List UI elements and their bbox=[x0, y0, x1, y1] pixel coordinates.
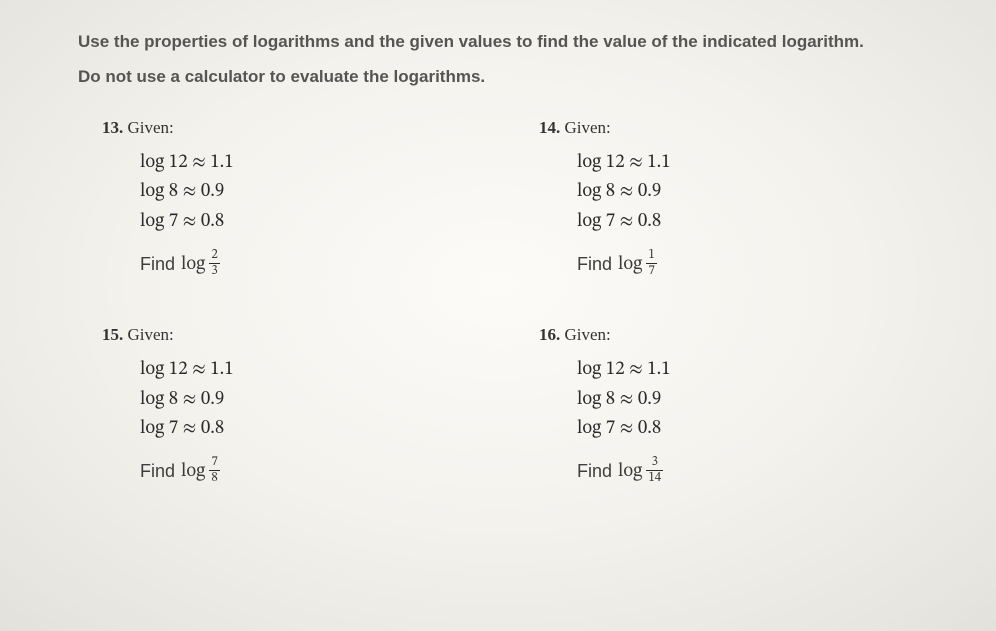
find-expression: log78 bbox=[181, 457, 220, 486]
given-line: log 7 ≈ 0.8 bbox=[577, 414, 936, 443]
fraction-denominator: 7 bbox=[646, 263, 656, 278]
problems-grid: 13. Given:log 12 ≈ 1.1log 8 ≈ 0.9log 7 ≈… bbox=[78, 118, 936, 487]
fraction-denominator: 3 bbox=[209, 263, 219, 278]
log-word: log bbox=[181, 460, 205, 484]
fraction: 314 bbox=[646, 456, 663, 485]
log-word: log bbox=[618, 460, 642, 484]
find-label: Find bbox=[577, 254, 612, 275]
fraction: 78 bbox=[209, 456, 219, 485]
problem-number: 14. bbox=[539, 118, 560, 137]
problem-header: 13. Given: bbox=[102, 118, 499, 138]
given-line: log 8 ≈ 0.9 bbox=[140, 385, 499, 414]
fraction-numerator: 3 bbox=[650, 456, 660, 470]
given-label: Given: bbox=[123, 118, 174, 137]
find-line: Findlog17 bbox=[577, 250, 936, 279]
fraction-numerator: 1 bbox=[646, 249, 656, 263]
given-block: log 12 ≈ 1.1log 8 ≈ 0.9log 7 ≈ 0.8 Findlo… bbox=[102, 355, 499, 486]
given-line: log 12 ≈ 1.1 bbox=[577, 148, 936, 177]
problem: 16. Given: log 12 ≈ 1.1log 8 ≈ 0.9log 7 ≈… bbox=[539, 325, 936, 486]
instruction-line-2: Do not use a calculator to evaluate the … bbox=[78, 63, 936, 92]
problem-header: 14. Given: bbox=[539, 118, 936, 138]
given-line: log 8 ≈ 0.9 bbox=[577, 177, 936, 206]
given-label: Given: bbox=[123, 325, 174, 344]
fraction: 23 bbox=[209, 249, 219, 278]
given-line: log 7 ≈ 0.8 bbox=[140, 207, 499, 236]
problem: 13. Given: log 12 ≈ 1.1log 8 ≈ 0.9log 7 ≈… bbox=[102, 118, 499, 279]
fraction-denominator: 14 bbox=[646, 470, 663, 485]
find-expression: log17 bbox=[618, 250, 657, 279]
given-block: log 12 ≈ 1.1log 8 ≈ 0.9log 7 ≈ 0.8 Findlo… bbox=[539, 355, 936, 486]
given-line: log 7 ≈ 0.8 bbox=[140, 414, 499, 443]
given-block: log 12 ≈ 1.1log 8 ≈ 0.9log 7 ≈ 0.8 Findlo… bbox=[539, 148, 936, 279]
find-label: Find bbox=[140, 254, 175, 275]
given-line: log 8 ≈ 0.9 bbox=[577, 385, 936, 414]
given-line: log 7 ≈ 0.8 bbox=[577, 207, 936, 236]
log-word: log bbox=[618, 253, 642, 277]
find-line: Findlog314 bbox=[577, 457, 936, 486]
find-label: Find bbox=[140, 461, 175, 482]
problem-header: 15. Given: bbox=[102, 325, 499, 345]
given-block: log 12 ≈ 1.1log 8 ≈ 0.9log 7 ≈ 0.8 Findlo… bbox=[102, 148, 499, 279]
problem-header: 16. Given: bbox=[539, 325, 936, 345]
instruction-line-1: Use the properties of logarithms and the… bbox=[78, 28, 936, 57]
given-line: log 12 ≈ 1.1 bbox=[140, 355, 499, 384]
given-line: log 8 ≈ 0.9 bbox=[140, 177, 499, 206]
given-line: log 12 ≈ 1.1 bbox=[140, 148, 499, 177]
instructions-block: Use the properties of logarithms and the… bbox=[78, 28, 936, 92]
given-label: Given: bbox=[560, 118, 611, 137]
find-expression: log314 bbox=[618, 457, 663, 486]
find-expression: log23 bbox=[181, 250, 220, 279]
fraction-numerator: 2 bbox=[209, 249, 219, 263]
problem-number: 13. bbox=[102, 118, 123, 137]
find-line: Findlog78 bbox=[140, 457, 499, 486]
problem-number: 16. bbox=[539, 325, 560, 344]
fraction-numerator: 7 bbox=[209, 456, 219, 470]
find-line: Findlog23 bbox=[140, 250, 499, 279]
fraction: 17 bbox=[646, 249, 656, 278]
problem: 15. Given: log 12 ≈ 1.1log 8 ≈ 0.9log 7 ≈… bbox=[102, 325, 499, 486]
fraction-denominator: 8 bbox=[209, 470, 219, 485]
log-word: log bbox=[181, 253, 205, 277]
problem-number: 15. bbox=[102, 325, 123, 344]
given-label: Given: bbox=[560, 325, 611, 344]
find-label: Find bbox=[577, 461, 612, 482]
problem: 14. Given: log 12 ≈ 1.1log 8 ≈ 0.9log 7 ≈… bbox=[539, 118, 936, 279]
given-line: log 12 ≈ 1.1 bbox=[577, 355, 936, 384]
